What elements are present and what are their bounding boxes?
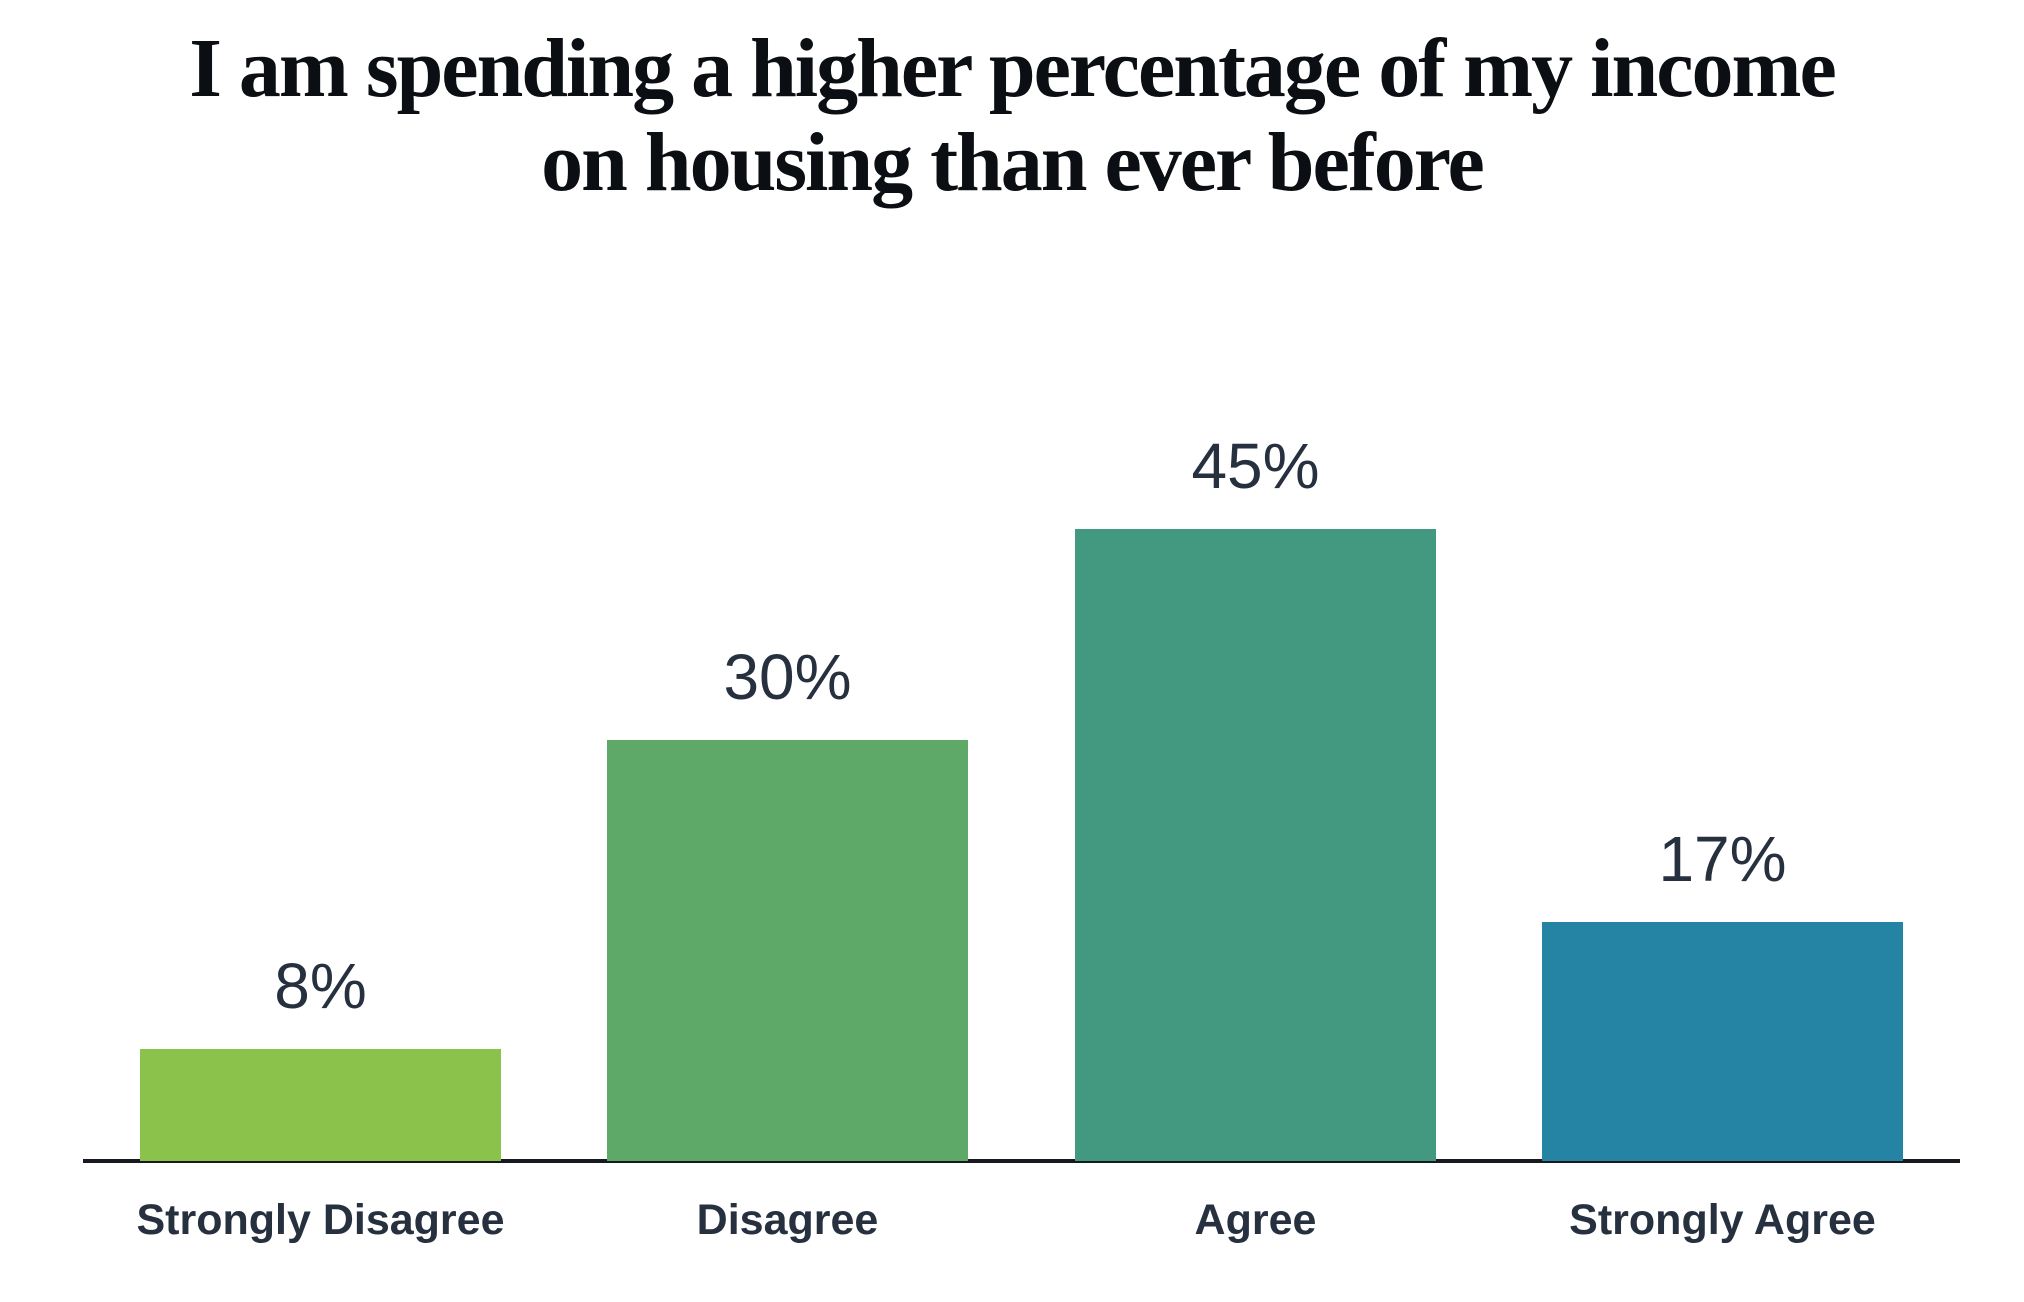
- bar-disagree: [607, 740, 968, 1161]
- bar-value-label: 8%: [274, 950, 367, 1022]
- bar-category-label: Agree: [1194, 1196, 1317, 1244]
- bar-value-label: 17%: [1658, 823, 1787, 895]
- bar-category-label: Disagree: [696, 1196, 879, 1244]
- bar-value-label: 45%: [1191, 430, 1320, 502]
- bar-category-label: Strongly Disagree: [136, 1196, 505, 1244]
- chart-title-line-1: I am spending a higher percentage of my …: [189, 22, 1837, 115]
- bar-value-label: 30%: [723, 641, 852, 713]
- bar-strongly-agree: [1542, 922, 1903, 1161]
- bar-strongly-disagree: [140, 1049, 501, 1161]
- chart-title: I am spending a higher percentage of my …: [0, 22, 2024, 210]
- x-axis-line: [83, 1159, 1960, 1163]
- bar-category-label: Strongly Agree: [1569, 1196, 1876, 1244]
- bar-agree: [1075, 529, 1436, 1161]
- chart-title-line-2: on housing than ever before: [541, 116, 1485, 210]
